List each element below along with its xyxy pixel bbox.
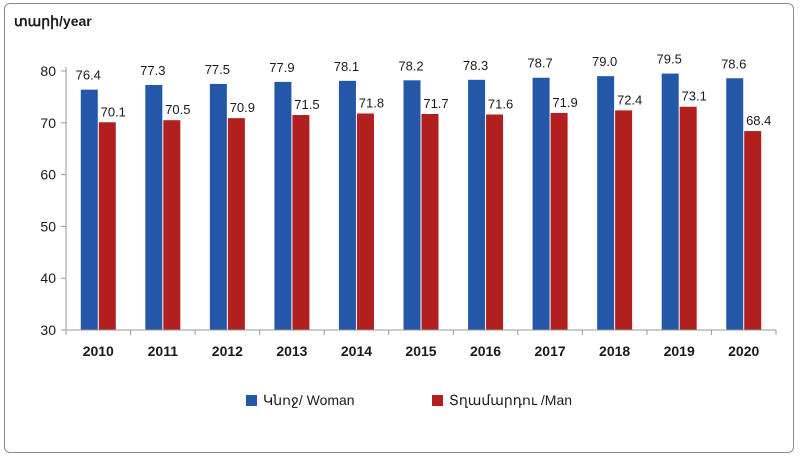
y-axis: 30 40 50 60 70 80: [40, 63, 67, 338]
bar-man: [292, 115, 310, 330]
bar-woman: [145, 84, 163, 331]
data-label-man: 71.6: [488, 97, 513, 112]
legend-swatch-man: [432, 395, 443, 406]
data-label-man: 71.9: [552, 95, 577, 110]
bar-woman: [468, 79, 486, 330]
x-tick-label: 2012: [212, 343, 243, 359]
x-tick-label: 2020: [728, 343, 759, 359]
y-tick-label: 70: [40, 115, 56, 131]
data-label-woman: 76.4: [76, 68, 101, 83]
bar-man: [227, 118, 245, 330]
x-tick-label: 2013: [276, 343, 307, 359]
data-label-woman: 78.3: [463, 58, 488, 73]
bar-woman: [403, 80, 421, 330]
bar-woman: [80, 89, 98, 330]
bar-man: [421, 113, 439, 330]
y-unit-label: տարի/year: [14, 13, 92, 30]
y-tick-label: 50: [40, 218, 56, 234]
bar-woman: [661, 73, 679, 330]
data-label-man: 71.5: [294, 97, 319, 112]
bar-man: [744, 131, 762, 330]
data-label-man: 70.5: [165, 102, 190, 117]
bar-woman: [338, 80, 356, 330]
x-tick-label: 2017: [535, 343, 566, 359]
data-label-man: 71.8: [359, 95, 384, 110]
legend-label-woman: Կնոջ/ Woman: [263, 392, 355, 408]
legend-label-man: Տղամարդու /Man: [449, 392, 572, 408]
data-label-woman: 77.9: [269, 60, 294, 75]
data-label-woman: 78.7: [527, 56, 552, 71]
bar-man: [163, 120, 181, 331]
data-label-woman: 78.1: [334, 59, 359, 74]
data-label-man: 70.1: [101, 104, 126, 119]
data-label-man: 70.9: [230, 100, 255, 115]
data-label-woman: 79.5: [657, 52, 682, 67]
bar-woman: [209, 83, 227, 330]
data-label-man: 72.4: [617, 92, 642, 107]
bar-woman: [274, 81, 292, 331]
data-labels: 76.4 70.1 77.3 70.5 77.5 70.9 77.9 71.5 78.1 71.8…: [76, 52, 772, 128]
bar-woman: [532, 77, 550, 330]
x-tick-label: 2014: [341, 343, 372, 359]
x-tick-label: 2018: [599, 343, 630, 359]
bar-man: [486, 114, 504, 331]
legend-swatch-woman: [246, 395, 257, 406]
bar-woman: [597, 76, 615, 331]
bar-man: [550, 112, 568, 330]
y-tick-label: 40: [40, 270, 56, 286]
data-label-woman: 77.3: [140, 63, 165, 78]
bars: [80, 73, 762, 331]
data-label-woman: 77.5: [205, 62, 230, 77]
data-label-man: 68.4: [746, 113, 771, 128]
x-tick-label: 2019: [664, 343, 695, 359]
bar-man: [356, 113, 374, 330]
x-tick-label: 2011: [148, 343, 179, 359]
x-tick-label: 2010: [83, 343, 114, 359]
bar-man: [679, 106, 697, 330]
legend: Կնոջ/ Woman Տղամարդու /Man: [246, 392, 572, 408]
bar-woman: [726, 78, 744, 330]
data-label-man: 71.7: [423, 96, 448, 111]
data-label-woman: 78.6: [721, 56, 746, 71]
y-tick-label: 60: [40, 167, 56, 183]
x-tick-label: 2015: [405, 343, 436, 359]
data-label-man: 73.1: [682, 89, 707, 104]
y-tick-label: 80: [40, 63, 56, 79]
data-label-woman: 78.2: [398, 58, 423, 73]
x-axis: 2010 2011 2012 2013 2014 2015 2016 2017 2018 2019…: [65, 329, 777, 359]
data-label-woman: 79.0: [592, 54, 617, 69]
bar-man: [615, 110, 633, 330]
x-tick-label: 2016: [470, 343, 501, 359]
y-tick-label: 30: [40, 322, 56, 338]
bar-man: [98, 122, 116, 330]
